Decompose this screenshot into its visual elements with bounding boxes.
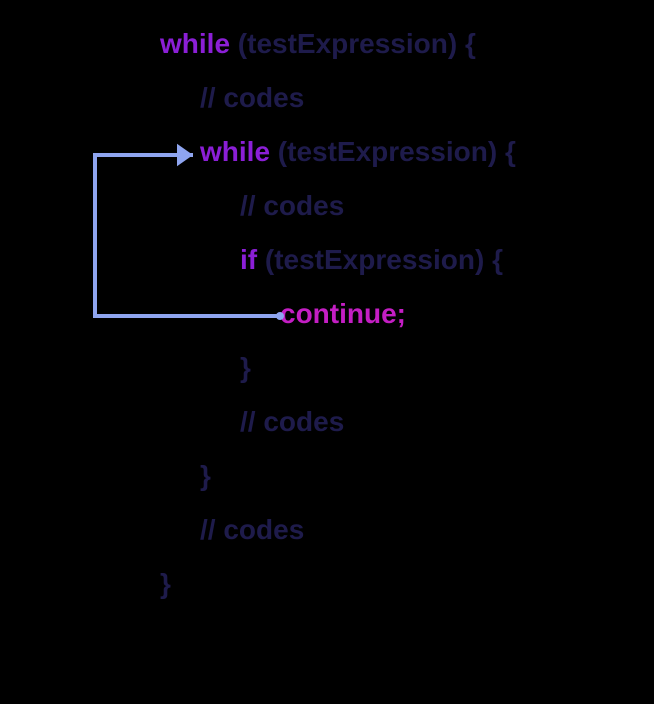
code-line-5: continue; — [160, 300, 516, 328]
code-seg-10-0: } — [160, 568, 171, 599]
code-line-3: // codes — [160, 192, 516, 220]
code-seg-2-1: (testExpression) { — [278, 136, 516, 167]
code-line-6: } — [160, 354, 516, 382]
code-seg-9-0: // codes — [200, 514, 304, 545]
code-seg-6-0: } — [240, 352, 251, 383]
code-seg-5-0: continue; — [280, 298, 406, 329]
code-line-10: } — [160, 570, 516, 598]
code-seg-8-0: } — [200, 460, 211, 491]
code-line-0: while (testExpression) { — [160, 30, 516, 58]
code-seg-0-0: while — [160, 28, 238, 59]
code-line-2: while (testExpression) { — [160, 138, 516, 166]
code-seg-2-0: while — [200, 136, 278, 167]
code-line-8: } — [160, 462, 516, 490]
code-line-1: // codes — [160, 84, 516, 112]
code-seg-1-0: // codes — [200, 82, 304, 113]
code-diagram: while (testExpression) { // codes while (t… — [160, 30, 516, 624]
code-seg-4-0: if — [240, 244, 265, 275]
code-line-9: // codes — [160, 516, 516, 544]
code-seg-3-0: // codes — [240, 190, 344, 221]
code-seg-4-1: (testExpression) { — [265, 244, 503, 275]
code-seg-0-1: (testExpression) { — [238, 28, 476, 59]
code-line-7: // codes — [160, 408, 516, 436]
code-seg-7-0: // codes — [240, 406, 344, 437]
code-line-4: if (testExpression) { — [160, 246, 516, 274]
